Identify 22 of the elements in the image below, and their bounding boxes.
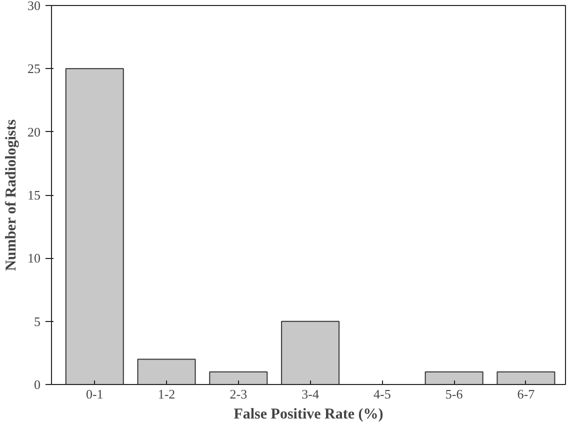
y-tick-label: 20 xyxy=(28,124,40,140)
x-tick-label: 3-4 xyxy=(302,386,320,402)
y-axis-title: Number of Radiologists xyxy=(4,119,20,271)
x-tick-label: 4-5 xyxy=(374,386,391,402)
y-tick-label: 30 xyxy=(28,0,40,13)
bar xyxy=(424,371,484,384)
x-tick-label: 6-7 xyxy=(517,386,536,402)
bar xyxy=(65,68,124,384)
x-tick-label: 5-6 xyxy=(445,386,464,402)
x-tick-label: 0-1 xyxy=(86,386,104,402)
y-tick-label: 25 xyxy=(28,61,40,76)
x-tick-label: 1-2 xyxy=(158,386,176,402)
bar xyxy=(137,358,196,384)
y-tick-label: 10 xyxy=(28,250,40,266)
x-tick-label: 2-3 xyxy=(230,386,248,402)
bar xyxy=(209,371,268,384)
bar xyxy=(496,371,556,384)
bar xyxy=(281,320,340,384)
y-tick-label: 5 xyxy=(34,314,40,329)
y-tick-label: 15 xyxy=(28,188,40,202)
y-tick-label: 0 xyxy=(34,377,40,392)
x-axis-title: False Positive Rate (%) xyxy=(234,406,384,422)
